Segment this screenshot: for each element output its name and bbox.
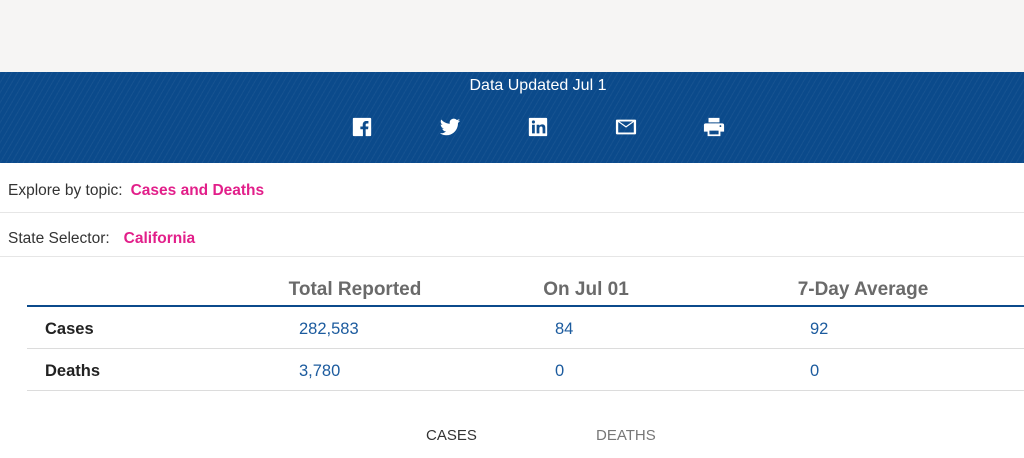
data-updated-text: Data Updated Jul 1 [469, 77, 607, 94]
tab-cases[interactable]: CASES [426, 427, 477, 444]
state-selector[interactable]: California [123, 230, 196, 247]
column-header-7-day-average: 7-Day Average [797, 279, 929, 300]
explore-label: Explore by topic: [8, 182, 123, 199]
state-label: State Selector: [8, 230, 110, 247]
row-label-cases: Cases [45, 320, 94, 338]
divider [0, 256, 1024, 257]
explore-by-topic: Explore by topic: Cases and Deaths [8, 180, 264, 202]
state-selector-row: State Selector: California [8, 228, 195, 250]
deaths-total-value: 3,780 [299, 362, 341, 380]
topic-selector[interactable]: Cases and Deaths [130, 182, 265, 199]
cases-7-day-average-value: 92 [810, 320, 829, 338]
cases-total-value: 282,583 [299, 320, 359, 338]
table-row-divider [27, 390, 1024, 391]
column-header-on-date: On Jul 01 [543, 279, 629, 300]
divider [0, 212, 1024, 213]
tab-deaths[interactable]: DEATHS [596, 427, 656, 444]
deaths-7-day-average-value: 0 [810, 362, 820, 380]
cases-on-date-value: 84 [555, 320, 574, 338]
facebook-icon[interactable] [350, 115, 374, 139]
email-icon[interactable] [614, 115, 638, 139]
table-header-divider [27, 305, 1024, 307]
deaths-on-date-value: 0 [555, 362, 565, 380]
top-bar [0, 0, 1024, 72]
table-row-divider [27, 348, 1024, 349]
print-icon[interactable] [702, 115, 726, 139]
row-label-deaths: Deaths [45, 362, 101, 380]
header-banner: Data Updated Jul 1 [0, 72, 1024, 163]
linkedin-icon[interactable] [526, 115, 550, 139]
twitter-icon[interactable] [438, 115, 462, 139]
column-header-total-reported: Total Reported [288, 279, 422, 300]
